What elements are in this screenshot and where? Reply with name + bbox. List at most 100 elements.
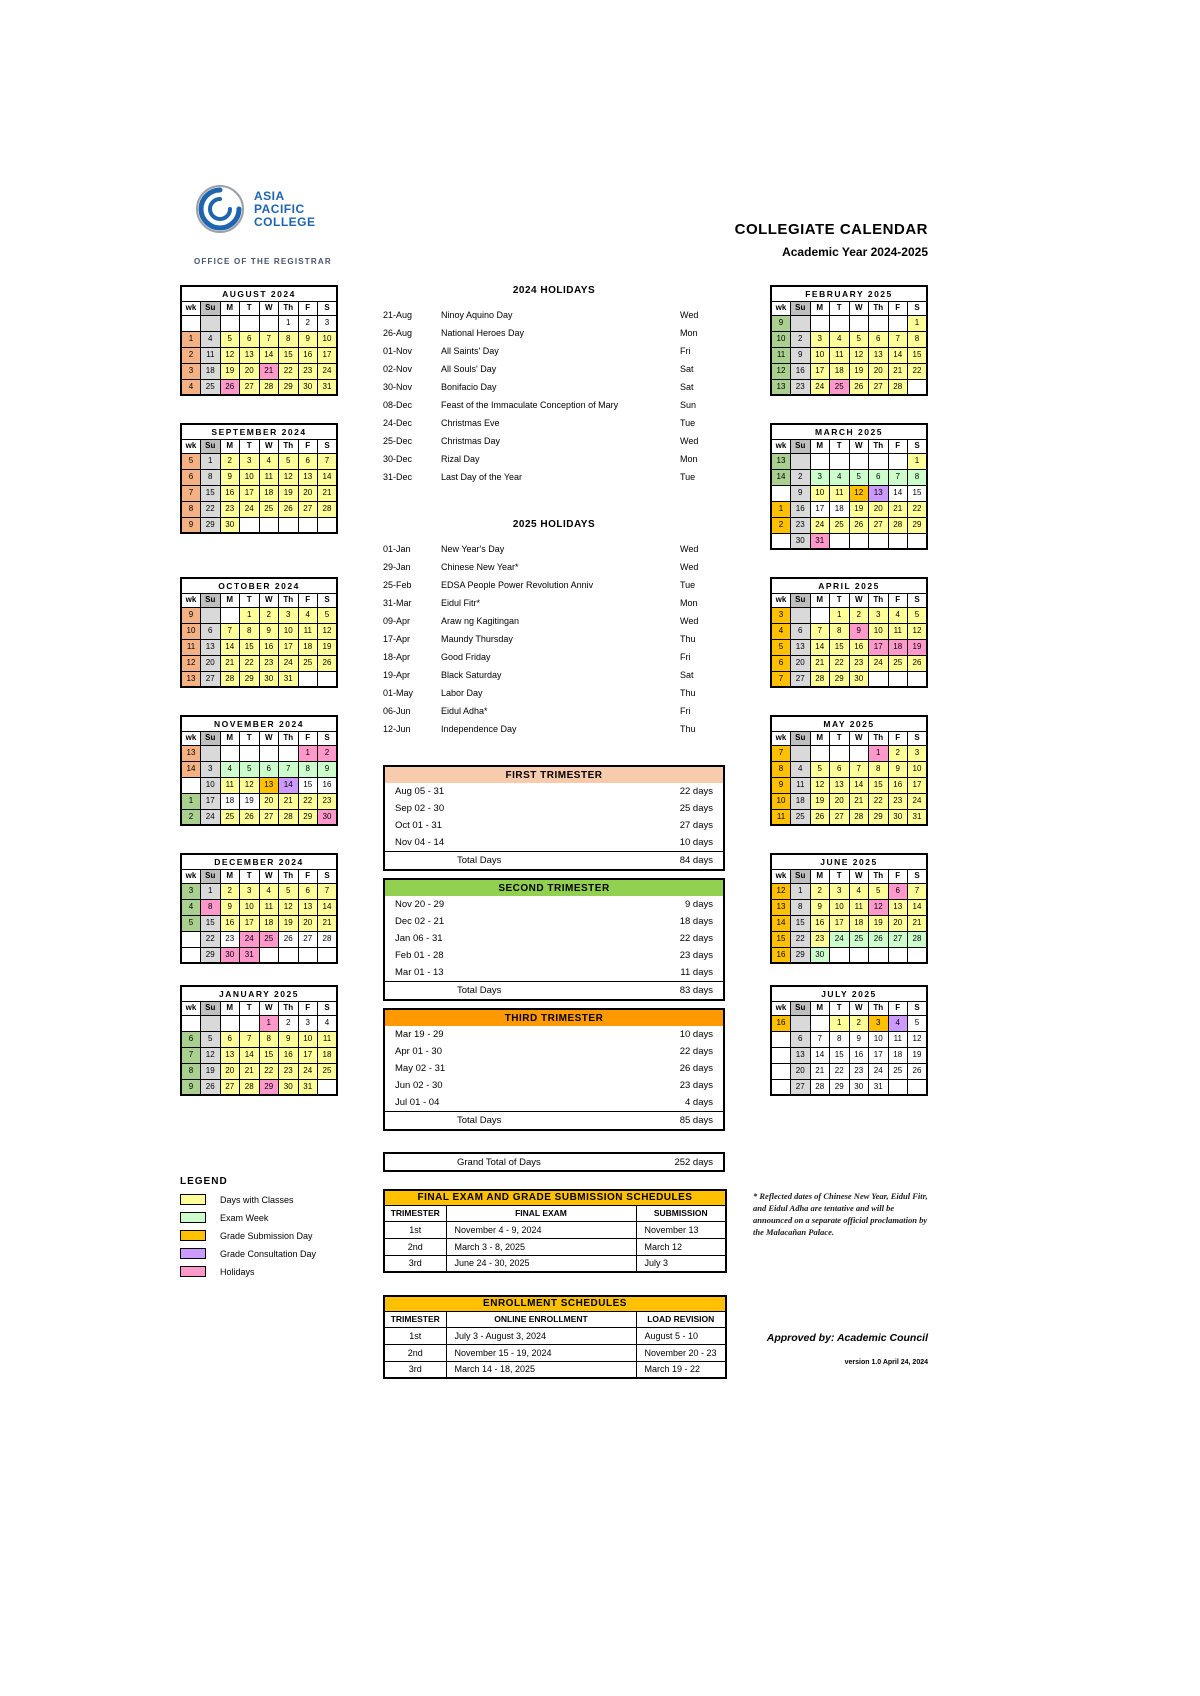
month-title: FEBRUARY 2025 <box>770 285 928 302</box>
total-days-label: Total Days <box>457 1115 502 1126</box>
day-cell: 2 <box>790 468 811 486</box>
schedule-column-header: FINAL EXAM <box>445 1204 637 1222</box>
schedule-trimester: 1st <box>383 1326 447 1345</box>
apc-logo-mark <box>196 185 244 233</box>
grand-total-box: Grand Total of Days 252 days <box>383 1152 725 1172</box>
day-cell: 26 <box>809 808 830 826</box>
day-col-header-w: W <box>258 300 279 316</box>
period-range: Aug 05 - 31 <box>395 786 445 797</box>
day-cell: 11 <box>887 622 908 640</box>
day-cell: 26 <box>317 654 338 672</box>
trimester-total-row: Total Days 84 days <box>385 851 723 869</box>
day-cell: 29 <box>868 808 889 826</box>
period-days: 27 days <box>679 820 713 831</box>
day-cell: 12 <box>868 898 889 916</box>
day-cell: 24 <box>297 1062 318 1080</box>
day-cell: 6 <box>239 330 260 348</box>
day-cell: 2 <box>258 606 279 624</box>
day-col-header-s: S <box>907 1000 928 1016</box>
week-number-cell: 12 <box>770 882 791 900</box>
holiday-weekday: Fri <box>680 346 691 356</box>
day-cell <box>219 1014 240 1032</box>
day-cell: 15 <box>200 914 221 932</box>
period-range: Jan 06 - 31 <box>395 933 443 944</box>
day-cell: 2 <box>278 1014 299 1032</box>
day-cell: 8 <box>239 622 260 640</box>
day-cell: 1 <box>868 744 889 762</box>
day-cell: 16 <box>258 638 279 656</box>
day-cell: 27 <box>868 378 889 396</box>
day-cell: 5 <box>278 882 299 900</box>
calendar-week-row: 13 1 2 <box>180 744 338 762</box>
day-cell <box>200 314 221 332</box>
week-number-cell: 6 <box>180 468 201 486</box>
calendar-week-row: 10 6 7 8 9 10 11 12 <box>180 622 338 640</box>
day-cell: 29 <box>829 670 850 688</box>
day-col-header-m: M <box>809 300 830 316</box>
day-cell: 26 <box>868 930 889 948</box>
day-cell: 23 <box>278 1062 299 1080</box>
holiday-weekday: Fri <box>680 652 691 662</box>
day-cell <box>239 744 260 762</box>
day-cell: 9 <box>848 1030 869 1048</box>
day-cell: 30 <box>278 1078 299 1096</box>
day-cell <box>239 516 260 534</box>
day-cell: 8 <box>907 468 928 486</box>
day-cell: 2 <box>809 882 830 900</box>
holiday-row: 19-Apr Black Saturday Sat <box>383 670 725 688</box>
day-cell: 27 <box>239 378 260 396</box>
day-col-header-f: F <box>887 868 908 884</box>
day-cell: 8 <box>200 898 221 916</box>
month-title: AUGUST 2024 <box>180 285 338 302</box>
day-cell: 27 <box>297 500 318 518</box>
day-cell: 11 <box>790 776 811 794</box>
schedule-deadline: March 19 - 22 <box>635 1360 727 1379</box>
day-col-header-su: Su <box>790 592 811 608</box>
week-number-cell: 9 <box>770 314 791 332</box>
week-col-header: wk <box>770 592 791 608</box>
day-cell: 19 <box>200 1062 221 1080</box>
holidays-2024-list: 21-Aug Ninoy Aquino Day Wed 26-Aug National … <box>383 310 725 490</box>
day-cell: 19 <box>219 362 240 380</box>
day-col-header-s: S <box>317 868 338 884</box>
office-of-registrar-label: OFFICE OF THE REGISTRAR <box>194 257 332 266</box>
schedule-dates: November 4 - 9, 2024 <box>445 1220 637 1239</box>
legend-item-label: Grade Consultation Day <box>220 1248 317 1259</box>
calendar-week-row: 12 1 2 3 4 5 6 7 <box>770 882 928 900</box>
day-cell <box>887 314 908 332</box>
calendar-week-row: 2 11 12 13 14 15 16 17 <box>180 346 338 364</box>
day-cell: 13 <box>868 484 889 502</box>
day-col-header-su: Su <box>790 868 811 884</box>
day-col-header-m: M <box>219 730 240 746</box>
day-cell: 26 <box>200 1078 221 1096</box>
week-number-cell: 8 <box>180 1062 201 1080</box>
day-col-header-m: M <box>219 300 240 316</box>
day-cell: 14 <box>219 638 240 656</box>
month-title: NOVEMBER 2024 <box>180 715 338 732</box>
schedule-row: 2nd November 15 - 19, 2024 November 20 - 2… <box>383 1343 727 1362</box>
trimester-period-row: Jan 06 - 31 22 days <box>385 930 723 947</box>
grand-total-value: 252 days <box>674 1156 713 1168</box>
calendar-week-row: 13 1 <box>770 452 928 470</box>
day-cell: 30 <box>848 1078 869 1096</box>
day-cell: 25 <box>258 500 279 518</box>
day-cell: 15 <box>907 484 928 502</box>
day-cell: 5 <box>219 330 240 348</box>
day-cell <box>317 670 338 688</box>
day-cell: 31 <box>278 670 299 688</box>
day-cell: 24 <box>317 362 338 380</box>
period-days: 23 days <box>679 1080 713 1091</box>
holiday-name: Independence Day <box>441 724 517 734</box>
week-number-cell <box>770 532 791 550</box>
day-cell <box>258 946 279 964</box>
day-cell: 12 <box>278 468 299 486</box>
day-cell: 27 <box>790 670 811 688</box>
logo-line-college: COLLEGE <box>254 214 316 229</box>
total-days-value: 85 days <box>679 1115 713 1126</box>
day-cell: 22 <box>868 792 889 810</box>
day-cell: 13 <box>829 776 850 794</box>
trimester-period-row: Nov 04 - 14 10 days <box>385 834 723 851</box>
day-cell: 8 <box>868 760 889 778</box>
